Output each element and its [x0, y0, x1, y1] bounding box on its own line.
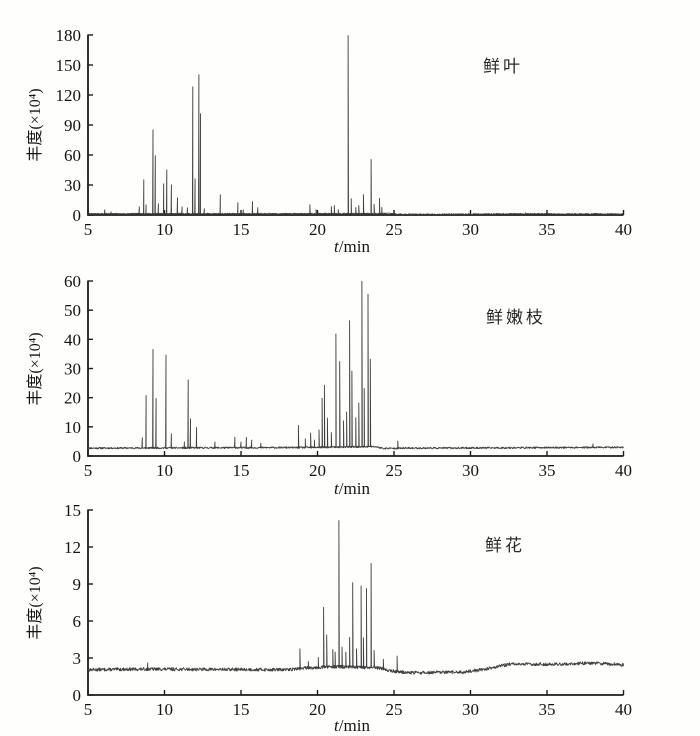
y-tick-label: 12 [64, 538, 81, 557]
x-tick-label: 10 [156, 220, 173, 239]
y-tick-label: 6 [73, 612, 82, 631]
y-tick-label: 50 [64, 301, 81, 320]
y-tick-label: 90 [64, 116, 81, 135]
y-tick-label: 10 [64, 418, 81, 437]
x-tick-label: 25 [386, 220, 403, 239]
x-tick-label: 15 [233, 461, 250, 480]
y-tick-label: 0 [73, 447, 82, 466]
panel-3-trace [87, 520, 624, 675]
y-tick-label: 150 [56, 56, 82, 75]
y-tick-label: 0 [73, 206, 82, 225]
y-tick-label: 60 [64, 272, 81, 291]
x-axis-title-panel1: t/min [334, 237, 370, 257]
panel-3: 0 3 6 9 12 15 5 10 15 20 25 30 35 40 [64, 501, 632, 719]
panel-2-trace [87, 280, 624, 450]
x-tick-label: 30 [462, 461, 479, 480]
y-tick-label: 30 [64, 176, 81, 195]
x-tick-label: 20 [309, 700, 326, 719]
x-tick-label: 35 [539, 461, 556, 480]
y-axis-title-panel1: 丰度(×10⁴) [27, 88, 44, 162]
x-tick-label: 10 [156, 700, 173, 719]
x-tick-label: 35 [539, 700, 556, 719]
panel-1-trace [87, 35, 624, 216]
y-tick-label: 30 [64, 360, 81, 379]
x-axis-title-panel2: t/min [334, 479, 370, 499]
x-tick-label: 10 [156, 461, 173, 480]
y-tick-label: 180 [56, 26, 82, 45]
y-tick-label: 9 [73, 575, 82, 594]
x-tick-label: 15 [233, 700, 250, 719]
y-tick-label: 15 [64, 501, 81, 520]
panel-label-fresh-flower: 鲜花 [485, 536, 525, 555]
y-tick-label: 40 [64, 330, 81, 349]
x-tick-label: 20 [309, 220, 326, 239]
x-tick-label: 30 [462, 700, 479, 719]
panel-2: 0 10 20 30 40 50 60 5 10 15 20 25 30 35 40 [64, 272, 632, 480]
x-axis-variable: t [334, 237, 339, 256]
x-tick-label: 40 [615, 461, 632, 480]
y-axis-title-panel3: 丰度(×10⁴) [27, 566, 44, 640]
x-tick-label: 40 [615, 220, 632, 239]
y-tick-label: 3 [73, 649, 82, 668]
x-axis-unit: /min [338, 716, 370, 735]
x-tick-label: 35 [539, 220, 556, 239]
x-axis-variable: t [334, 716, 339, 735]
x-tick-label: 30 [462, 220, 479, 239]
x-tick-label: 25 [386, 461, 403, 480]
y-tick-label: 60 [64, 146, 81, 165]
x-tick-label: 5 [84, 220, 93, 239]
y-tick-label: 20 [64, 389, 81, 408]
x-tick-label: 15 [233, 220, 250, 239]
x-axis-unit: /min [338, 237, 370, 256]
x-tick-label: 5 [84, 700, 93, 719]
y-axis-title-panel2: 丰度(×10⁴) [27, 332, 44, 406]
panel-label-fresh-tender-branch: 鲜嫩枝 [486, 308, 546, 327]
y-tick-label: 120 [56, 86, 82, 105]
x-tick-label: 20 [309, 461, 326, 480]
y-tick-label: 0 [73, 686, 82, 705]
panel-1-axes [87, 34, 624, 216]
panel-label-fresh-leaf: 鲜叶 [483, 57, 523, 76]
x-tick-label: 5 [84, 461, 93, 480]
x-axis-variable: t [334, 479, 339, 498]
panel-1: 0 30 60 90 120 150 180 5 10 15 20 25 30 35 40 [56, 26, 633, 239]
x-axis-unit: /min [338, 479, 370, 498]
x-axis-title-panel3: t/min [334, 716, 370, 736]
x-tick-label: 40 [615, 700, 632, 719]
x-tick-label: 25 [386, 700, 403, 719]
